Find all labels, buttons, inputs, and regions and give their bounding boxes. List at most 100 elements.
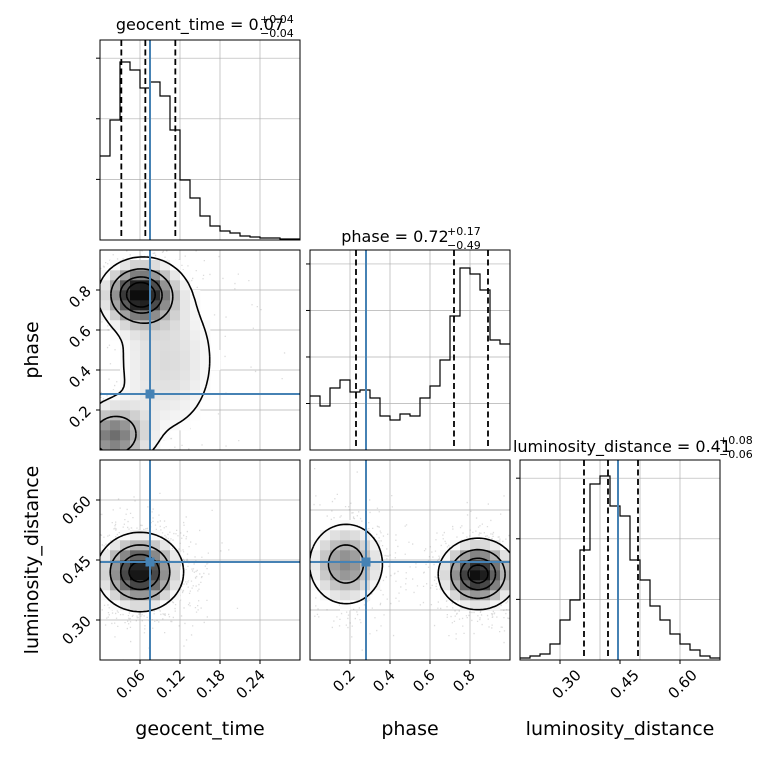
luminosity_distance-vs-phase-density-cell (370, 580, 381, 591)
luminosity_distance-vs-geocent_time-density-cell (110, 570, 121, 581)
phase-vs-geocent_time-truth-marker (145, 389, 155, 399)
phase-vs-geocent_time-density-cell (150, 410, 161, 421)
luminosity_distance-vs-phase-density-cell (470, 550, 481, 561)
phase-vs-geocent_time-density-cell (200, 310, 211, 321)
luminosity_distance-vs-phase-density-cell (480, 600, 491, 611)
luminosity_distance-vs-geocent_time-density-cell (130, 590, 141, 601)
luminosity_distance-vs-phase-density-cell (320, 540, 331, 551)
phase-vs-geocent_time-density-cell (110, 310, 121, 321)
luminosity_distance-vs-phase-density-cell (320, 530, 331, 541)
luminosity_distance-vs-geocent_time-density-cell (130, 600, 141, 611)
luminosity_distance-vs-geocent_time-truth-marker (145, 557, 155, 567)
phase-vs-geocent_time-density-cell (170, 280, 181, 291)
xlabel-luminosity_distance: luminosity_distance (526, 718, 715, 740)
luminosity_distance-vs-phase-density-cell (310, 560, 321, 571)
luminosity_distance-vs-geocent_time-density-cell (170, 580, 181, 591)
phase-vs-geocent_time-density-cell (190, 400, 201, 411)
phase-hist-panel (306, 250, 510, 450)
phase-vs-geocent_time-density-cell (180, 420, 191, 431)
luminosity_distance-vs-phase-density-cell (350, 550, 361, 561)
luminosity_distance-hist-frame (519, 459, 721, 661)
phase-vs-geocent_time-density-cell (170, 260, 181, 271)
phase-vs-geocent_time-density-cell (180, 370, 191, 381)
phase-vs-geocent_time-density-cell (160, 320, 171, 331)
luminosity_distance-vs-phase-density-cell (340, 530, 351, 541)
luminosity_distance-vs-geocent_time-density-cell (140, 530, 151, 541)
phase-vs-geocent_time-density-cell (120, 390, 131, 401)
phase-vs-geocent_time-density-cell (170, 400, 181, 411)
phase-vs-geocent_time-density-cell (120, 400, 131, 411)
title-luminosity_distance-minus: −0.06 (719, 448, 753, 461)
luminosity_distance-vs-phase-density-cell (340, 600, 351, 611)
title-luminosity_distance: luminosity_distance = 0.41 (513, 437, 731, 457)
phase-vs-geocent_time-density-cell (140, 320, 151, 331)
phase-vs-geocent_time-density-cell (170, 310, 181, 321)
phase-vs-geocent_time-contour-2 (119, 276, 163, 314)
luminosity_distance-vs-geocent_time-ytick-label: 0.45 (58, 552, 94, 588)
phase-vs-geocent_time-density-cell (110, 290, 121, 301)
luminosity_distance-vs-phase-xtick-label: 0.8 (449, 666, 479, 696)
luminosity_distance-vs-phase-density-cell (330, 520, 341, 531)
luminosity_distance-vs-geocent_time-ytick-label: 0.60 (58, 492, 94, 528)
luminosity_distance-vs-phase-density-cell (460, 550, 471, 561)
luminosity_distance-vs-geocent_time-density-cell (180, 570, 191, 581)
phase-vs-geocent_time-density-cell (110, 270, 121, 281)
title-phase-minus: −0.49 (447, 239, 481, 252)
title-geocent_time: geocent_time = 0.07 (116, 15, 284, 35)
phase-vs-geocent_time-density-cell (200, 380, 211, 391)
luminosity_distance-vs-phase-density-cell (350, 560, 361, 571)
phase-vs-geocent_time-density-cell (180, 350, 191, 361)
phase-vs-geocent_time-density-cell (150, 390, 161, 401)
phase-vs-geocent_time-density-cell (130, 280, 141, 291)
luminosity_distance-vs-phase-density-cell (320, 550, 331, 561)
luminosity_distance-vs-phase-density-cell (370, 570, 381, 581)
phase-vs-geocent_time-panel (100, 250, 300, 450)
luminosity_distance-vs-geocent_time-xtick-label: 0.06 (112, 666, 148, 702)
luminosity_distance-vs-phase-density-cell (490, 580, 501, 591)
phase-vs-geocent_time-density-cell (170, 270, 181, 281)
luminosity_distance-vs-phase-density-cell (500, 590, 510, 601)
phase-vs-geocent_time-density-cell (190, 320, 201, 331)
luminosity_distance-vs-phase-density-cell (450, 570, 461, 581)
phase-vs-geocent_time-density-cell (110, 320, 121, 331)
phase-hist-frame (309, 249, 511, 451)
luminosity_distance-vs-phase-density-cell (470, 570, 481, 581)
luminosity_distance-vs-phase-density-cell (350, 530, 361, 541)
phase-vs-geocent_time-density-cell (160, 420, 171, 431)
xtick-ld-0.30: 0.30 (548, 666, 584, 702)
luminosity_distance-vs-phase-density-cell (370, 560, 381, 571)
luminosity_distance-vs-phase-density-cell (310, 570, 321, 581)
luminosity_distance-vs-phase-density-cell (350, 580, 361, 591)
phase-vs-geocent_time-density-cell (160, 340, 171, 351)
phase-vs-geocent_time-density-cell (130, 320, 141, 331)
phase-vs-geocent_time-density-cell (190, 330, 201, 341)
luminosity_distance-vs-phase-density-cell (500, 560, 510, 571)
luminosity_distance-vs-geocent_time-density-cell (160, 570, 171, 581)
phase-vs-geocent_time-density-cell (110, 330, 121, 341)
phase-vs-geocent_time-density-cell (140, 390, 151, 401)
phase-vs-geocent_time-density-cell (180, 280, 191, 291)
phase-vs-geocent_time-density-cell (180, 360, 191, 371)
luminosity_distance-vs-phase-density-cell (350, 570, 361, 581)
phase-vs-geocent_time-density-cell (190, 290, 201, 301)
luminosity_distance-vs-phase-density-cell (340, 590, 351, 601)
xlabel-geocent_time: geocent_time (135, 718, 264, 740)
luminosity_distance-vs-phase-density-cell (330, 530, 341, 541)
ylabel-luminosity_distance: luminosity_distance (21, 466, 43, 655)
luminosity_distance-vs-phase-density-cell (370, 550, 381, 561)
luminosity_distance-vs-geocent_time-density-cell (110, 590, 121, 601)
luminosity_distance-vs-geocent_time-density-cell (130, 560, 141, 571)
luminosity_distance-vs-phase-density-cell (470, 540, 481, 551)
luminosity_distance-vs-geocent_time-density-cell (140, 580, 151, 591)
phase-vs-geocent_time-density-cell (120, 260, 131, 271)
phase-vs-geocent_time-density-cell (130, 400, 141, 411)
phase-vs-geocent_time-density-cell (120, 380, 131, 391)
phase-vs-geocent_time-density-cell (100, 440, 111, 450)
luminosity_distance-vs-phase-density-cell (310, 540, 321, 551)
luminosity_distance-vs-phase-density-cell (330, 590, 341, 601)
luminosity_distance-vs-geocent_time-density-cell (160, 540, 171, 551)
luminosity_distance-vs-phase-density-cell (330, 570, 341, 581)
luminosity_distance-vs-phase-density-cell (490, 600, 501, 611)
luminosity_distance-vs-phase-contour-2 (459, 557, 497, 591)
